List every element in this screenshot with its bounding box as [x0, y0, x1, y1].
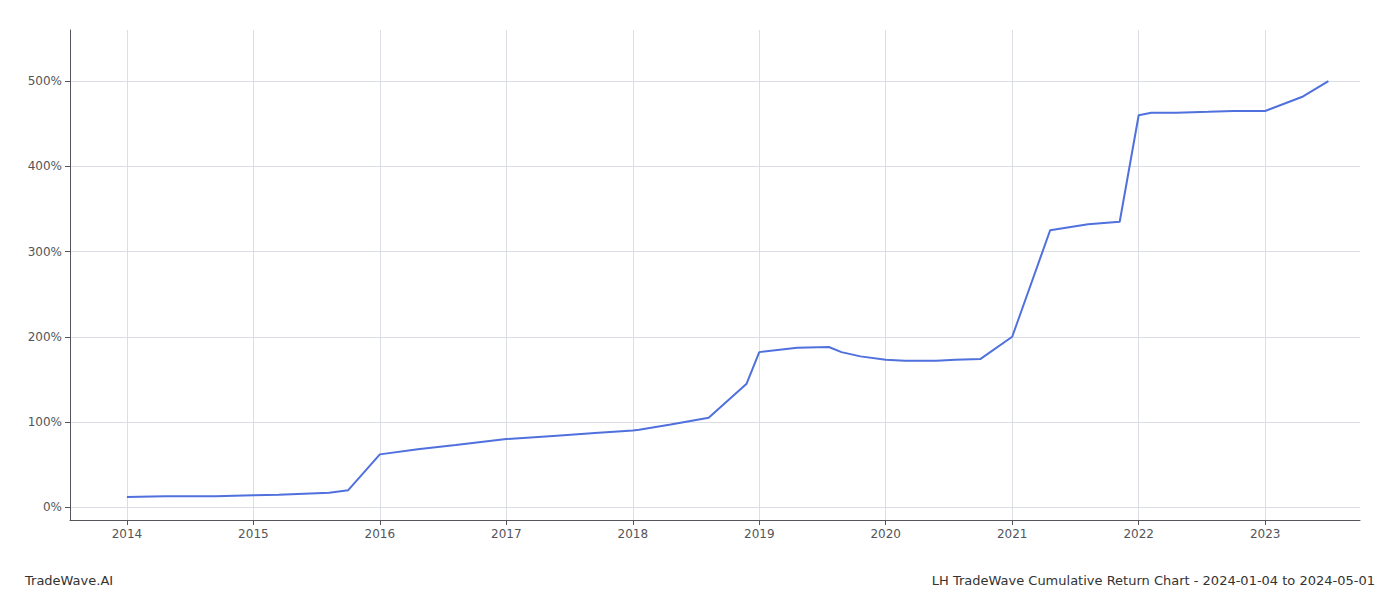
svg-text:2019: 2019	[744, 527, 775, 541]
svg-text:2016: 2016	[365, 527, 396, 541]
svg-text:500%: 500%	[28, 74, 62, 88]
svg-text:2022: 2022	[1123, 527, 1154, 541]
svg-text:0%: 0%	[43, 500, 62, 514]
svg-text:TradeWave.AI: TradeWave.AI	[24, 573, 113, 588]
svg-text:LH TradeWave Cumulative Return: LH TradeWave Cumulative Return Chart - 2…	[932, 573, 1375, 588]
svg-text:2023: 2023	[1250, 527, 1281, 541]
svg-text:2017: 2017	[491, 527, 522, 541]
svg-text:100%: 100%	[28, 415, 62, 429]
svg-text:2018: 2018	[618, 527, 649, 541]
svg-text:2020: 2020	[870, 527, 901, 541]
svg-text:2014: 2014	[112, 527, 143, 541]
svg-text:200%: 200%	[28, 330, 62, 344]
svg-text:2015: 2015	[238, 527, 269, 541]
svg-text:400%: 400%	[28, 159, 62, 173]
svg-text:2021: 2021	[997, 527, 1028, 541]
svg-text:300%: 300%	[28, 245, 62, 259]
